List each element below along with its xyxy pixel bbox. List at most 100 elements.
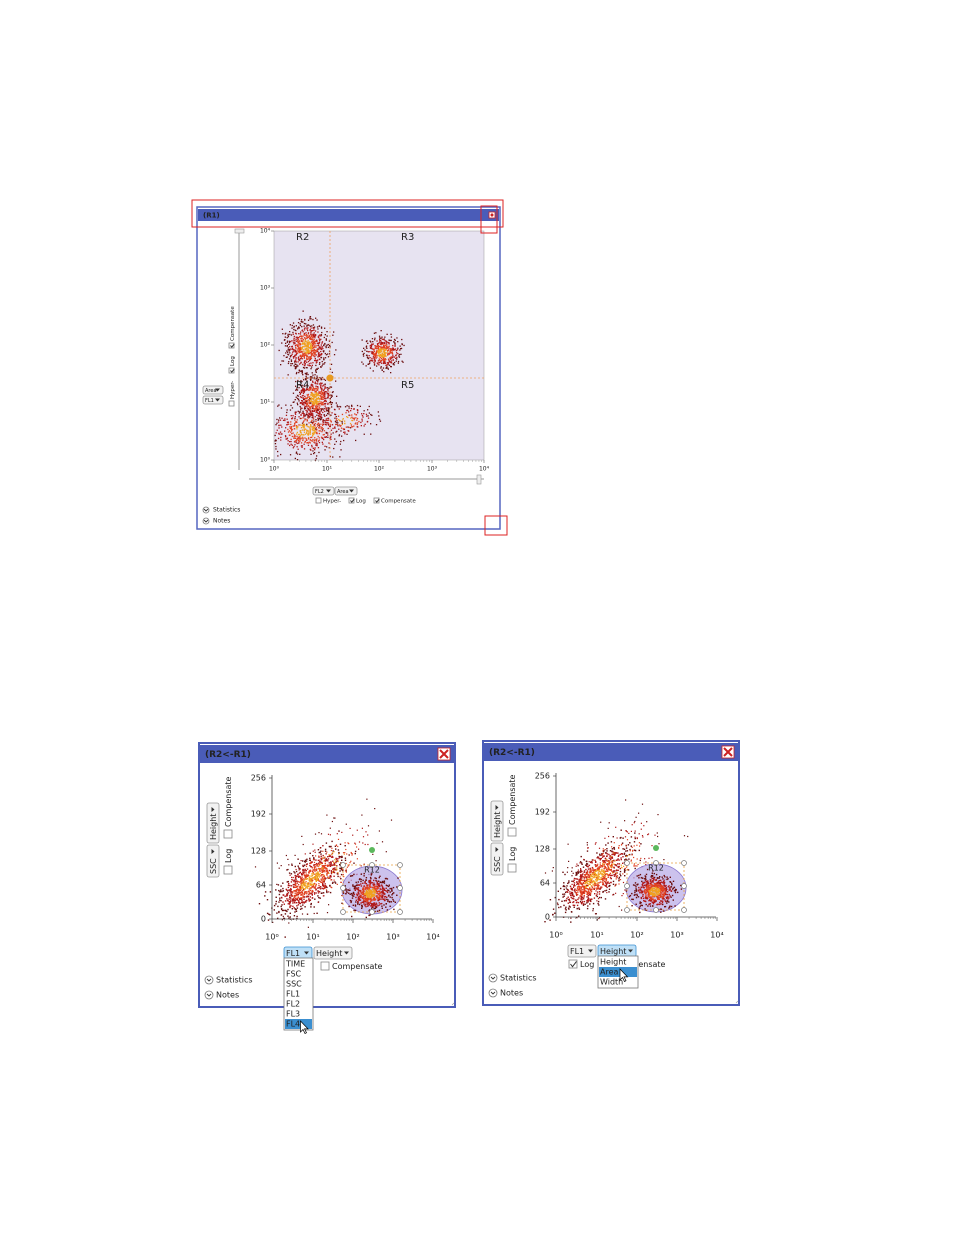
checkbox[interactable] [315, 497, 322, 504]
dropdown-button[interactable] [206, 844, 220, 878]
event-dot [297, 338, 300, 341]
event-dot [609, 884, 611, 887]
event-dot [312, 417, 314, 419]
gate-handle[interactable] [340, 909, 346, 915]
event-dot [300, 320, 302, 323]
event-dot [305, 334, 308, 336]
event-dot [306, 868, 309, 870]
event-dot [324, 386, 326, 388]
event-dot [579, 891, 582, 893]
gate-handle[interactable] [369, 862, 375, 868]
event-dot [379, 885, 381, 888]
dropdown-button[interactable] [334, 486, 358, 496]
event-dot [294, 355, 296, 357]
event-dot [597, 885, 599, 887]
checkbox[interactable] [228, 400, 235, 407]
gate-handle[interactable] [397, 909, 403, 915]
event-dot [326, 912, 329, 914]
event-dot [311, 880, 313, 882]
slider-handle[interactable] [476, 474, 482, 485]
event-dot [294, 360, 296, 362]
event-dot [359, 405, 361, 407]
event-dot [607, 874, 610, 876]
checkbox[interactable] [223, 865, 233, 875]
dropdown-button[interactable] [202, 395, 224, 405]
dropdown-button[interactable] [312, 486, 335, 496]
rotate-handle[interactable] [369, 847, 375, 853]
dropdown-option[interactable]: FL3 [286, 1010, 300, 1019]
expand-icon[interactable] [204, 975, 214, 985]
dropdown-option[interactable]: FL4 [286, 1020, 300, 1029]
expand-icon[interactable] [202, 506, 210, 514]
event-dot [303, 385, 306, 387]
event-dot [306, 913, 309, 915]
section-label[interactable]: Notes [213, 518, 230, 525]
event-dot [324, 392, 326, 394]
checkbox[interactable] [228, 342, 235, 349]
event-dot [370, 905, 372, 907]
event-dot [312, 869, 314, 871]
event-dot [348, 864, 350, 866]
event-dot [363, 410, 365, 412]
event-dot [301, 402, 303, 404]
event-dot [381, 348, 383, 351]
gate-handle[interactable] [369, 909, 375, 915]
dropdown-button[interactable] [206, 802, 220, 844]
quadrant-handle[interactable] [326, 374, 334, 382]
checkbox[interactable] [373, 497, 380, 504]
event-dot [323, 363, 325, 365]
event-dot [295, 882, 297, 884]
event-dot [324, 436, 326, 438]
dropdown-option[interactable]: FSC [286, 970, 302, 979]
checkbox[interactable] [348, 497, 355, 504]
event-dot [552, 908, 555, 910]
event-dot [579, 861, 582, 863]
checkbox[interactable] [228, 367, 235, 374]
event-dot [295, 890, 297, 892]
event-dot [332, 432, 334, 434]
event-dot [315, 392, 317, 394]
dropdown-option[interactable]: FL1 [286, 990, 300, 999]
section-label[interactable]: Notes [216, 991, 239, 1000]
dropdown-option[interactable]: FL2 [286, 1000, 300, 1009]
gate-handle[interactable] [340, 862, 346, 868]
event-dot [377, 910, 379, 912]
event-dot [589, 889, 592, 891]
checkbox[interactable] [223, 829, 233, 839]
event-dot [301, 343, 303, 345]
event-dot [321, 879, 323, 882]
dropdown-button[interactable] [313, 946, 353, 960]
event-dot [586, 879, 588, 881]
event-dot [606, 855, 608, 857]
event-dot [334, 417, 336, 419]
gate-handle[interactable] [397, 862, 403, 868]
section-label[interactable]: Statistics [216, 976, 253, 985]
dropdown-button[interactable] [202, 385, 224, 395]
event-dot [372, 888, 374, 890]
section-label[interactable]: Statistics [213, 507, 240, 514]
gate-handle[interactable] [340, 885, 346, 891]
dropdown-option[interactable]: TIME [285, 960, 305, 969]
checkbox[interactable] [320, 961, 330, 971]
event-dot [287, 334, 289, 337]
event-dot [579, 880, 581, 882]
event-dot [264, 895, 266, 897]
event-dot [289, 346, 291, 348]
expand-icon[interactable] [204, 990, 214, 1000]
event-dot [371, 348, 373, 350]
event-dot [310, 335, 313, 338]
slider-handle[interactable] [234, 228, 245, 234]
event-dot [324, 362, 326, 364]
event-dot [278, 349, 280, 352]
event-dot [299, 437, 301, 439]
event-dot [348, 892, 350, 894]
event-dot [349, 893, 351, 895]
dropdown-option[interactable]: SSC [286, 980, 302, 989]
event-dot [360, 883, 362, 885]
event-dot [322, 883, 324, 885]
gate-handle[interactable] [397, 885, 403, 891]
event-dot [594, 884, 596, 887]
event-dot [320, 327, 323, 329]
expand-icon[interactable] [202, 517, 210, 525]
event-dot [307, 333, 309, 335]
